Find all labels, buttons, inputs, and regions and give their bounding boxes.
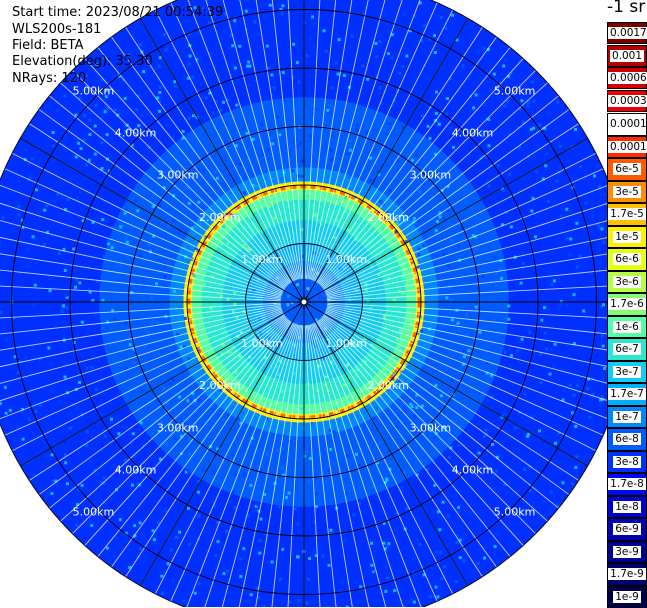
colorbar-swatch: 1e-5 <box>607 226 647 249</box>
ring-label-3km-0: 3.00km <box>157 169 199 182</box>
colorbar-swatch: 6e-6 <box>607 248 647 271</box>
ring-label-3km-3: 3.00km <box>410 421 452 434</box>
ring-label-5km-3: 5.00km <box>494 506 536 519</box>
ring-label-3km-1: 3.00km <box>410 169 452 182</box>
ring-label-4km-3: 4.00km <box>452 463 494 476</box>
colorbar-swatch: 1e-8 <box>607 496 647 519</box>
colorbar-swatch: 0.0017 <box>607 22 647 44</box>
ring-label-4km-1: 4.00km <box>452 127 494 140</box>
colorbar-swatch: 1.7e-7 <box>607 383 647 406</box>
colorbar-swatch: 0.0003 <box>607 90 647 112</box>
colorbar-swatch: 1.7e-5 <box>607 203 647 226</box>
ring-label-5km-0: 5.00km <box>73 84 115 97</box>
field-label: Field: BETA <box>12 38 83 53</box>
ring-label-1km-3: 1.00km <box>325 337 367 350</box>
colorbar-swatch: 3e-8 <box>607 451 647 474</box>
colorbar-swatch: 1e-9 <box>607 586 647 608</box>
colorbar-swatch: 1e-7 <box>607 406 647 429</box>
colorbar-swatch: 3e-7 <box>607 361 647 384</box>
colorbar-swatch: 6e-7 <box>607 338 647 361</box>
ring-label-4km-2: 4.00km <box>115 463 157 476</box>
ring-label-2km-3: 2.00km <box>367 379 409 392</box>
colorbar-swatch: 1.7e-9 <box>607 563 647 586</box>
ring-label-1km-1: 1.00km <box>325 253 367 266</box>
ring-label-5km-1: 5.00km <box>494 84 536 97</box>
colorbar-swatch: 3e-6 <box>607 271 647 294</box>
colorbar-swatch: 0.0006 <box>607 67 647 89</box>
radar-site-icon <box>301 299 307 305</box>
colorbar-swatch: 3e-9 <box>607 541 647 564</box>
ring-label-1km-0: 1.00km <box>241 253 283 266</box>
colorbar-swatch: 6e-8 <box>607 428 647 451</box>
ring-label-2km-0: 2.00km <box>199 211 241 224</box>
colorbar-swatch: 3e-5 <box>607 181 647 204</box>
colorbar-swatch: 1e-6 <box>607 316 647 339</box>
ring-label-5km-2: 5.00km <box>73 506 115 519</box>
colorbar-swatch: 1.7e-8 <box>607 473 647 496</box>
colorbar-unit: -1 sr <box>607 0 645 17</box>
nrays-label: NRays: 120 <box>12 71 86 86</box>
elevation-label: Elevation(deg): 35.30 <box>12 54 153 69</box>
colorbar-swatch: 6e-5 <box>607 158 647 181</box>
ring-label-2km-2: 2.00km <box>199 379 241 392</box>
colorbar-swatch: 0.001 <box>607 45 647 67</box>
ring-label-3km-2: 3.00km <box>157 421 199 434</box>
instrument-label: WLS200s-181 <box>12 22 101 37</box>
ring-label-4km-0: 4.00km <box>115 127 157 140</box>
ring-label-2km-1: 2.00km <box>367 211 409 224</box>
start-time-label: Start time: 2023/08/21 00:54:39 <box>12 5 223 20</box>
colorbar-swatch: 0.00017 <box>607 113 647 136</box>
colorbar-swatch: 6e-9 <box>607 518 647 541</box>
colorbar-swatch: 1.7e-6 <box>607 293 647 316</box>
colorbar-swatch: 0.0001 <box>607 136 647 159</box>
ring-label-1km-2: 1.00km <box>241 337 283 350</box>
